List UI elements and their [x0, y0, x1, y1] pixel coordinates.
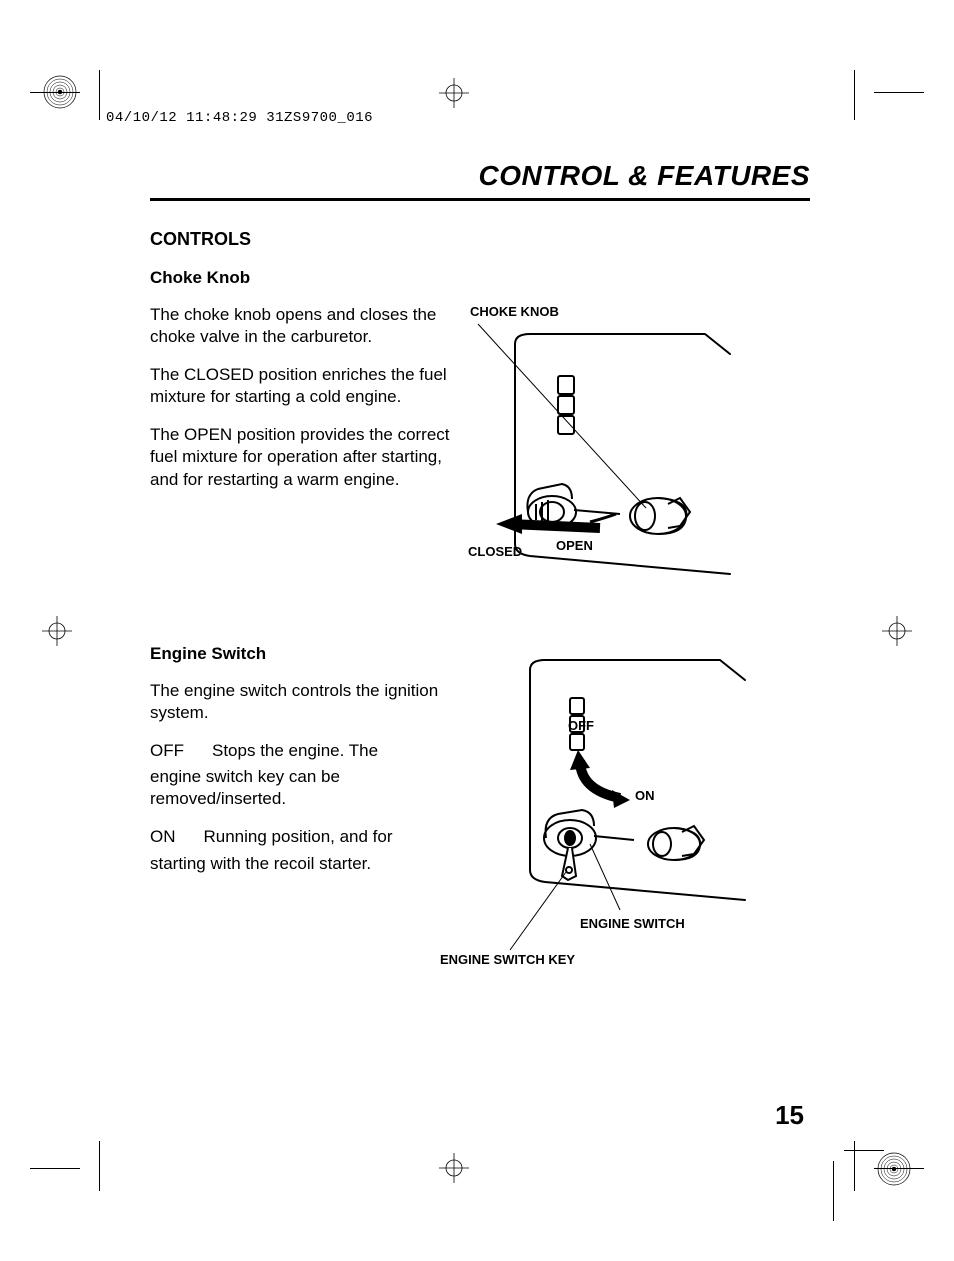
callout-engine-switch: ENGINE SWITCH	[580, 916, 685, 931]
chapter-title: CONTROL & FEATURES	[150, 160, 810, 201]
engine-on-desc2: starting with the recoil starter.	[150, 853, 450, 875]
register-crosshair-icon	[882, 616, 912, 646]
engine-off-desc1: Stops the engine. The	[212, 741, 378, 760]
engine-off-term: OFF	[150, 741, 184, 760]
callout-open: OPEN	[556, 538, 593, 553]
register-crosshair-icon	[42, 616, 72, 646]
engine-figure: OFF ON ENGINE SWITCH ENGINE SWITCH KEY	[470, 640, 810, 970]
choke-text-column: The choke knob opens and closes the chok…	[150, 304, 450, 584]
page-content: CONTROL & FEATURES CONTROLS Choke Knob T…	[150, 160, 810, 1030]
register-crosshair-icon	[439, 1153, 469, 1183]
callout-off: OFF	[568, 718, 594, 733]
engine-on-term: ON	[150, 827, 176, 846]
section-heading-controls: CONTROLS	[150, 229, 810, 250]
engine-on-desc1: Running position, and for	[204, 827, 393, 846]
callout-engine-switch-key: ENGINE SWITCH KEY	[440, 952, 575, 967]
page-number: 15	[775, 1100, 804, 1131]
engine-p1: The engine switch controls the ignition …	[150, 680, 450, 724]
engine-text-column: The engine switch controls the ignition …	[150, 680, 450, 970]
engine-off-desc2: engine switch key can be removed/inserte…	[150, 766, 450, 810]
engine-off-line1: OFF Stops the engine. The	[150, 740, 450, 762]
choke-p1: The choke knob opens and closes the chok…	[150, 304, 450, 348]
engine-on-line1: ON Running position, and for	[150, 826, 450, 848]
choke-p3: The OPEN position provides the correct f…	[150, 424, 450, 490]
header-stamp: 04/10/12 11:48:29 31ZS9700_016	[106, 110, 373, 126]
registration-rosette-icon	[876, 1151, 912, 1187]
callout-closed: CLOSED	[468, 544, 522, 559]
subheading-choke: Choke Knob	[150, 268, 810, 288]
choke-p2: The CLOSED position enriches the fuel mi…	[150, 364, 450, 408]
registration-rosette-icon	[42, 74, 78, 110]
callout-choke-knob: CHOKE KNOB	[470, 304, 559, 319]
register-crosshair-icon	[439, 78, 469, 108]
callout-on: ON	[635, 788, 655, 803]
choke-figure: CHOKE KNOB	[470, 304, 810, 584]
choke-diagram-icon	[470, 304, 750, 584]
